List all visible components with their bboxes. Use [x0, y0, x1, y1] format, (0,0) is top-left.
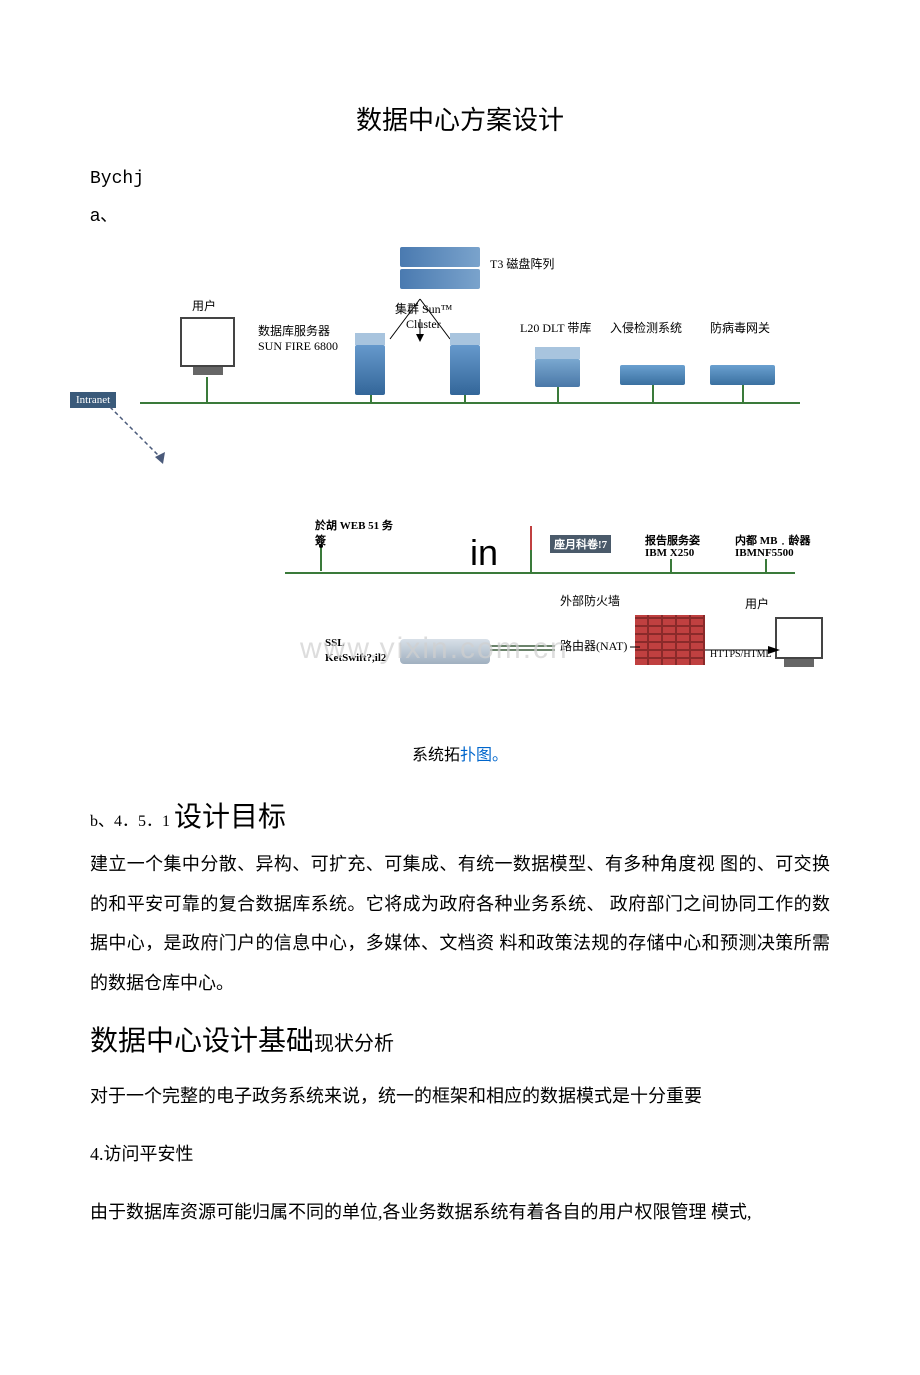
report-label1: 报告服务姿: [645, 532, 700, 548]
db-server-label: 数据库服务器: [258, 322, 330, 339]
web51-dot: [318, 543, 324, 571]
topology-diagram: T3 磁盘阵列 用户 集群 Sun™ Cluster 数据库服务器 SUN FI…: [90, 237, 830, 737]
cluster-lines: [380, 294, 460, 344]
tape-library-icon: [535, 359, 580, 387]
sunfire-label: SUN FIRE 6800: [258, 339, 338, 354]
ids-box-icon: [620, 365, 685, 385]
user-left-label: 用户: [192, 297, 216, 314]
in-text: in: [470, 532, 498, 574]
ssl-label1: SSL: [325, 637, 345, 649]
heading-b: b、4．5．1 设计目标: [90, 795, 830, 835]
web51-label: 於胡 WEB 51 务: [315, 517, 393, 533]
monitor-icon: [180, 317, 235, 367]
mb-label2: IBMNF5500: [735, 547, 794, 559]
mb-label1: 内都 MB﹒龄器: [735, 532, 810, 548]
antivirus-label: 防病毒网关: [710, 319, 770, 336]
server-icon: [355, 345, 385, 395]
ext-firewall-label: 外部防火墙: [560, 592, 620, 609]
paragraph-3: 由于数据库资源可能归属不同的单位,各业务数据系统有着各自的用户权限管理 模式,: [90, 1193, 830, 1233]
diagram-caption: 系统拓扑图。: [90, 741, 830, 765]
server-icon: [450, 345, 480, 395]
router-icon: [400, 639, 490, 664]
paragraph-1: 建立一个集中分散、异构、可扩充、可集成、有统一数据模型、有多种角度视 图的、可交…: [90, 845, 830, 1003]
numbered-4: 4.访问平安性: [90, 1135, 830, 1175]
ids-label: 入侵检测系统: [610, 319, 682, 336]
antivirus-box-icon: [710, 365, 775, 385]
section-marker-a: a、: [90, 201, 830, 227]
ssl-label2: KetSwift?,il2: [325, 652, 386, 664]
document-title: 数据中心方案设计: [90, 100, 830, 137]
bottom-connections: [485, 632, 785, 662]
report-label2: IBM X250: [645, 547, 694, 559]
paragraph-2: 对于一个完整的电子政务系统来说，统一的框架和相应的数据模式是十分重要: [90, 1077, 830, 1117]
huke-label: 座月科卷!7: [550, 535, 611, 553]
author-text: Bychj: [90, 169, 830, 189]
user-right-label: 用户: [745, 595, 769, 612]
dlt-label: L20 DLT 带库: [520, 319, 591, 336]
heading-2: 数据中心设计基础现状分析: [90, 1019, 830, 1059]
intranet-arrow: [105, 402, 225, 472]
disk-array-label: T3 磁盘阵列: [490, 255, 554, 272]
